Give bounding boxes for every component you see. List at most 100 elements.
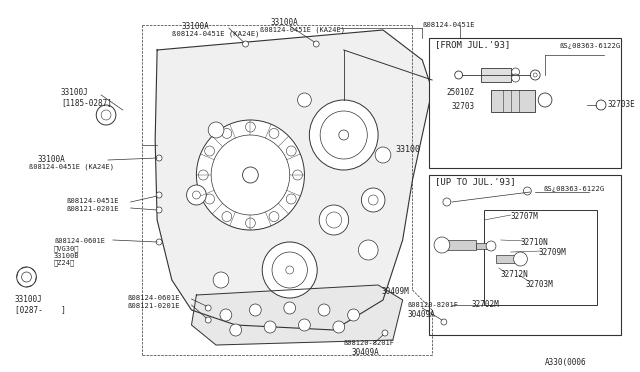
Circle shape (531, 70, 540, 80)
Bar (481, 68, 511, 82)
Text: 30409A: 30409A (408, 310, 435, 319)
Text: 32702M: 32702M (472, 300, 499, 309)
Text: 32707M: 32707M (511, 212, 538, 221)
Circle shape (511, 68, 520, 76)
Circle shape (538, 93, 552, 107)
Bar (491, 90, 535, 112)
Circle shape (348, 309, 360, 321)
Circle shape (272, 252, 307, 288)
Circle shape (434, 237, 450, 253)
Text: ß08124-0451E (KA24E): ß08124-0451E (KA24E) (29, 163, 115, 170)
Circle shape (101, 110, 111, 120)
Circle shape (156, 192, 162, 198)
Circle shape (156, 239, 162, 245)
Circle shape (362, 188, 385, 212)
Circle shape (196, 120, 305, 230)
Bar (429, 38, 621, 168)
Text: 32703M: 32703M (525, 280, 553, 289)
Circle shape (17, 267, 36, 287)
Circle shape (243, 167, 259, 183)
Circle shape (326, 212, 342, 228)
Circle shape (596, 100, 606, 110)
Circle shape (486, 241, 496, 251)
Polygon shape (155, 30, 432, 330)
Circle shape (309, 100, 378, 170)
Text: A330(0006: A330(0006 (545, 358, 587, 367)
Circle shape (246, 122, 255, 132)
Circle shape (205, 146, 214, 156)
Circle shape (286, 146, 296, 156)
Circle shape (246, 218, 255, 228)
Circle shape (156, 155, 162, 161)
Text: 32712N: 32712N (501, 270, 529, 279)
Text: ßS¿08363-6122G: ßS¿08363-6122G (543, 186, 604, 192)
Circle shape (269, 212, 279, 222)
Circle shape (213, 272, 229, 288)
Text: ß08124-0451E (KA24E): ß08124-0451E (KA24E) (260, 26, 345, 32)
Circle shape (208, 122, 224, 138)
Circle shape (286, 194, 296, 204)
Circle shape (22, 272, 31, 282)
Circle shape (187, 185, 206, 205)
Text: ß08120-8201F: ß08120-8201F (408, 302, 458, 308)
Text: 25010Z: 25010Z (447, 88, 475, 97)
Circle shape (314, 41, 319, 47)
Text: ß08124-0601E
（VG30）
33100B
（Z24）: ß08124-0601E （VG30） 33100B （Z24） (54, 238, 105, 266)
Text: 32709M: 32709M (538, 248, 566, 257)
Text: [UP TO JUL.'93]: [UP TO JUL.'93] (435, 177, 516, 186)
Text: 33100A: 33100A (270, 18, 298, 27)
Text: ß08121-0201E: ß08121-0201E (127, 303, 180, 309)
Text: 32703: 32703 (452, 102, 475, 111)
Circle shape (284, 302, 296, 314)
Circle shape (319, 205, 349, 235)
Circle shape (320, 111, 367, 159)
Circle shape (222, 212, 232, 222)
Circle shape (298, 319, 310, 331)
Circle shape (211, 135, 290, 215)
Bar (496, 255, 520, 263)
Circle shape (382, 330, 388, 336)
Circle shape (339, 130, 349, 140)
Polygon shape (191, 285, 403, 345)
Bar (484, 210, 597, 305)
Text: 33100A: 33100A (37, 155, 65, 164)
Text: 32710N: 32710N (520, 238, 548, 247)
Circle shape (222, 128, 232, 138)
Circle shape (286, 266, 294, 274)
Circle shape (298, 93, 311, 107)
Circle shape (443, 198, 451, 206)
Circle shape (198, 170, 208, 180)
Bar (476, 243, 491, 249)
Text: 33100J
[1185-0287]: 33100J [1185-0287] (61, 88, 112, 108)
Circle shape (205, 305, 211, 311)
Circle shape (375, 147, 391, 163)
Circle shape (524, 187, 531, 195)
Circle shape (220, 309, 232, 321)
Text: ß08121-0201E: ß08121-0201E (67, 206, 119, 212)
Circle shape (333, 321, 345, 333)
Text: 33100A: 33100A (182, 22, 209, 31)
Text: 33100J
[0287-    ]: 33100J [0287- ] (15, 295, 66, 314)
Circle shape (250, 304, 261, 316)
Circle shape (368, 195, 378, 205)
Circle shape (205, 317, 211, 323)
Circle shape (511, 74, 520, 82)
Text: 30409M: 30409M (381, 287, 409, 296)
Circle shape (96, 105, 116, 125)
Text: 33100: 33100 (396, 145, 420, 154)
Text: ß08120-8201F: ß08120-8201F (344, 340, 395, 346)
Circle shape (269, 128, 279, 138)
Text: ß08124-0601E: ß08124-0601E (127, 295, 180, 301)
Text: ß08124-0451E (KA24E): ß08124-0451E (KA24E) (172, 30, 259, 36)
Circle shape (533, 73, 537, 77)
Circle shape (292, 170, 303, 180)
Bar (429, 175, 621, 335)
Circle shape (193, 191, 200, 199)
Circle shape (441, 319, 447, 325)
Circle shape (264, 321, 276, 333)
Text: 32703E: 32703E (608, 100, 636, 109)
Text: [FROM JUL.'93]: [FROM JUL.'93] (435, 40, 510, 49)
Circle shape (205, 194, 214, 204)
Circle shape (514, 252, 527, 266)
Text: ßS¿08363-6122G: ßS¿08363-6122G (560, 43, 621, 49)
